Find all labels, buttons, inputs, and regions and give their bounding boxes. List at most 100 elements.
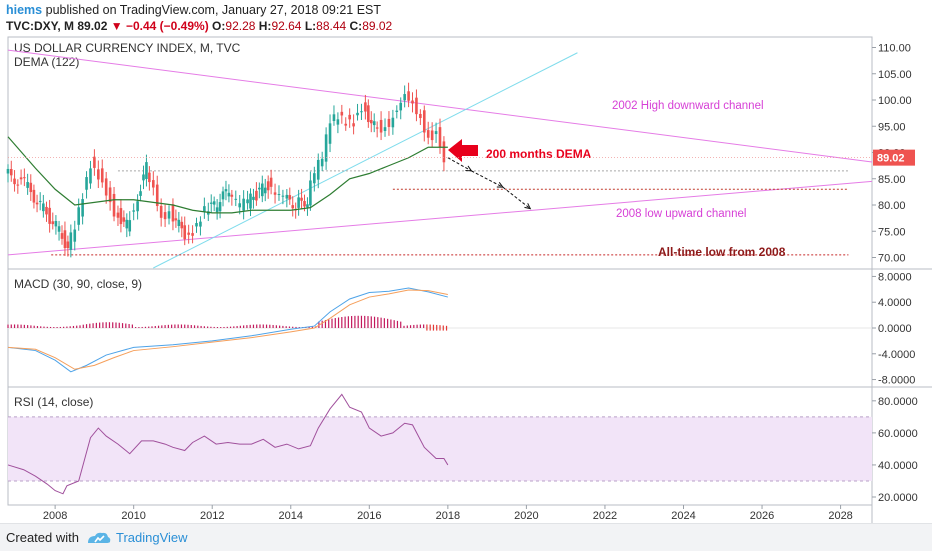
- candle-body: [336, 119, 340, 125]
- candle-body: [13, 178, 16, 185]
- candle-body: [415, 97, 418, 115]
- y-tick-label: 40.0000: [878, 460, 918, 472]
- channel-line-1: [7, 180, 873, 256]
- candle-body: [187, 232, 190, 235]
- y-tick-label: 8.0000: [878, 271, 912, 283]
- candle-body: [288, 195, 292, 200]
- candle-body: [89, 168, 92, 184]
- x-tick-label: 2010: [121, 510, 145, 522]
- candle-body: [285, 194, 289, 199]
- created-with-text: Created with: [6, 530, 79, 545]
- symbol-label: TVC:DXY, M: [6, 19, 75, 33]
- candle-body: [195, 223, 198, 227]
- candle-body: [215, 207, 219, 213]
- projection-arrow: [502, 186, 531, 210]
- arrowhead-icon: [496, 182, 504, 188]
- candle-body: [108, 187, 112, 203]
- author-link[interactable]: hiems: [6, 3, 43, 17]
- candle-body: [426, 130, 430, 138]
- x-tick-label: 2022: [593, 510, 617, 522]
- signal-line: [7, 289, 448, 370]
- candle-body: [148, 172, 151, 183]
- rsi-pane-title: RSI (14, close): [14, 395, 93, 409]
- candle-body: [159, 205, 163, 218]
- candle-body: [167, 211, 171, 219]
- candle-body: [238, 203, 242, 208]
- candle-body: [66, 241, 70, 249]
- candle-body: [45, 206, 48, 215]
- channel-line-2: [153, 52, 578, 269]
- candle-body: [430, 130, 434, 141]
- candle-body: [255, 190, 258, 201]
- candle-body: [163, 212, 167, 220]
- candle-body: [104, 178, 108, 196]
- tradingview-logo-icon[interactable]: [86, 531, 112, 545]
- close-value: 89.02: [362, 19, 393, 33]
- candle-body: [38, 200, 42, 202]
- candle-body: [356, 112, 359, 116]
- candle-body: [35, 202, 39, 205]
- main-pane-title: US DOLLAR CURRENCY INDEX, M, TVC: [14, 41, 241, 55]
- x-tick-label: 2008: [43, 510, 67, 522]
- candle-body: [26, 182, 29, 188]
- x-tick-label: 2028: [828, 510, 852, 522]
- candle-body: [42, 203, 45, 212]
- candle-body: [263, 187, 267, 194]
- candle-body: [73, 229, 77, 242]
- candle-body: [348, 114, 351, 120]
- candle-body: [139, 191, 142, 196]
- candle-body: [260, 183, 264, 197]
- candle-body: [419, 113, 422, 119]
- candle-body: [252, 196, 255, 200]
- high-value: 92.64: [271, 19, 302, 33]
- y-tick-label: 80.00: [878, 200, 906, 212]
- y-tick-label: 95.00: [878, 121, 906, 133]
- candle-body: [116, 212, 120, 218]
- candle-body: [234, 198, 238, 200]
- y-tick-label: 100.00: [878, 95, 912, 107]
- candle-body: [145, 162, 148, 179]
- candle-body: [399, 102, 403, 111]
- y-tick-label: 4.0000: [878, 297, 912, 309]
- candle-body: [300, 197, 303, 201]
- rsi-line: [7, 393, 449, 495]
- candle-body: [375, 127, 379, 129]
- candle-body: [199, 221, 202, 227]
- candle-body: [100, 168, 104, 183]
- annotation-all-time-low: All-time low from 2008: [658, 245, 786, 259]
- candle-body: [249, 193, 252, 209]
- y-tick-label: 110.00: [878, 43, 911, 55]
- annotation-channel-low: 2008 low upward channel: [616, 208, 746, 220]
- candle-body: [438, 127, 442, 148]
- tradingview-brand[interactable]: TradingView: [116, 530, 188, 545]
- y-tick-label: 0.0000: [878, 323, 912, 335]
- candle-body: [77, 207, 80, 225]
- candle-body: [273, 192, 277, 195]
- chart-canvas[interactable]: 2008 2010 2012 2014 2016 2018 2020 2022 2024 2026…: [0, 0, 932, 523]
- candle-body: [364, 102, 367, 112]
- candle-body: [340, 111, 344, 116]
- candle-body: [63, 230, 67, 249]
- candle-body: [407, 91, 410, 101]
- y-tick-label: 70.00: [878, 253, 906, 265]
- x-tick-label: 2024: [671, 510, 695, 522]
- ohlc-line: TVC:DXY, M 89.02 ▼ −0.44 (−0.49%) O:92.2…: [6, 19, 392, 33]
- candle-body: [81, 199, 84, 217]
- rsi-band: [8, 416, 872, 481]
- candle-body: [303, 201, 306, 207]
- candle-body: [128, 220, 132, 232]
- annotation-channel-high: 2002 High downward channel: [612, 100, 764, 112]
- open-label: O:: [212, 19, 226, 33]
- candle-body: [23, 177, 26, 179]
- candle-body: [69, 232, 73, 250]
- x-tick-label: 2012: [200, 510, 224, 522]
- open-value: 92.28: [225, 19, 256, 33]
- candle-body: [230, 194, 234, 197]
- candle-body: [246, 199, 249, 204]
- candle-body: [383, 127, 387, 132]
- candle-body: [269, 177, 273, 187]
- y-tick-label: -8.0000: [878, 375, 915, 387]
- candle-body: [297, 197, 300, 208]
- candle-body: [258, 187, 261, 190]
- candle-body: [360, 111, 363, 113]
